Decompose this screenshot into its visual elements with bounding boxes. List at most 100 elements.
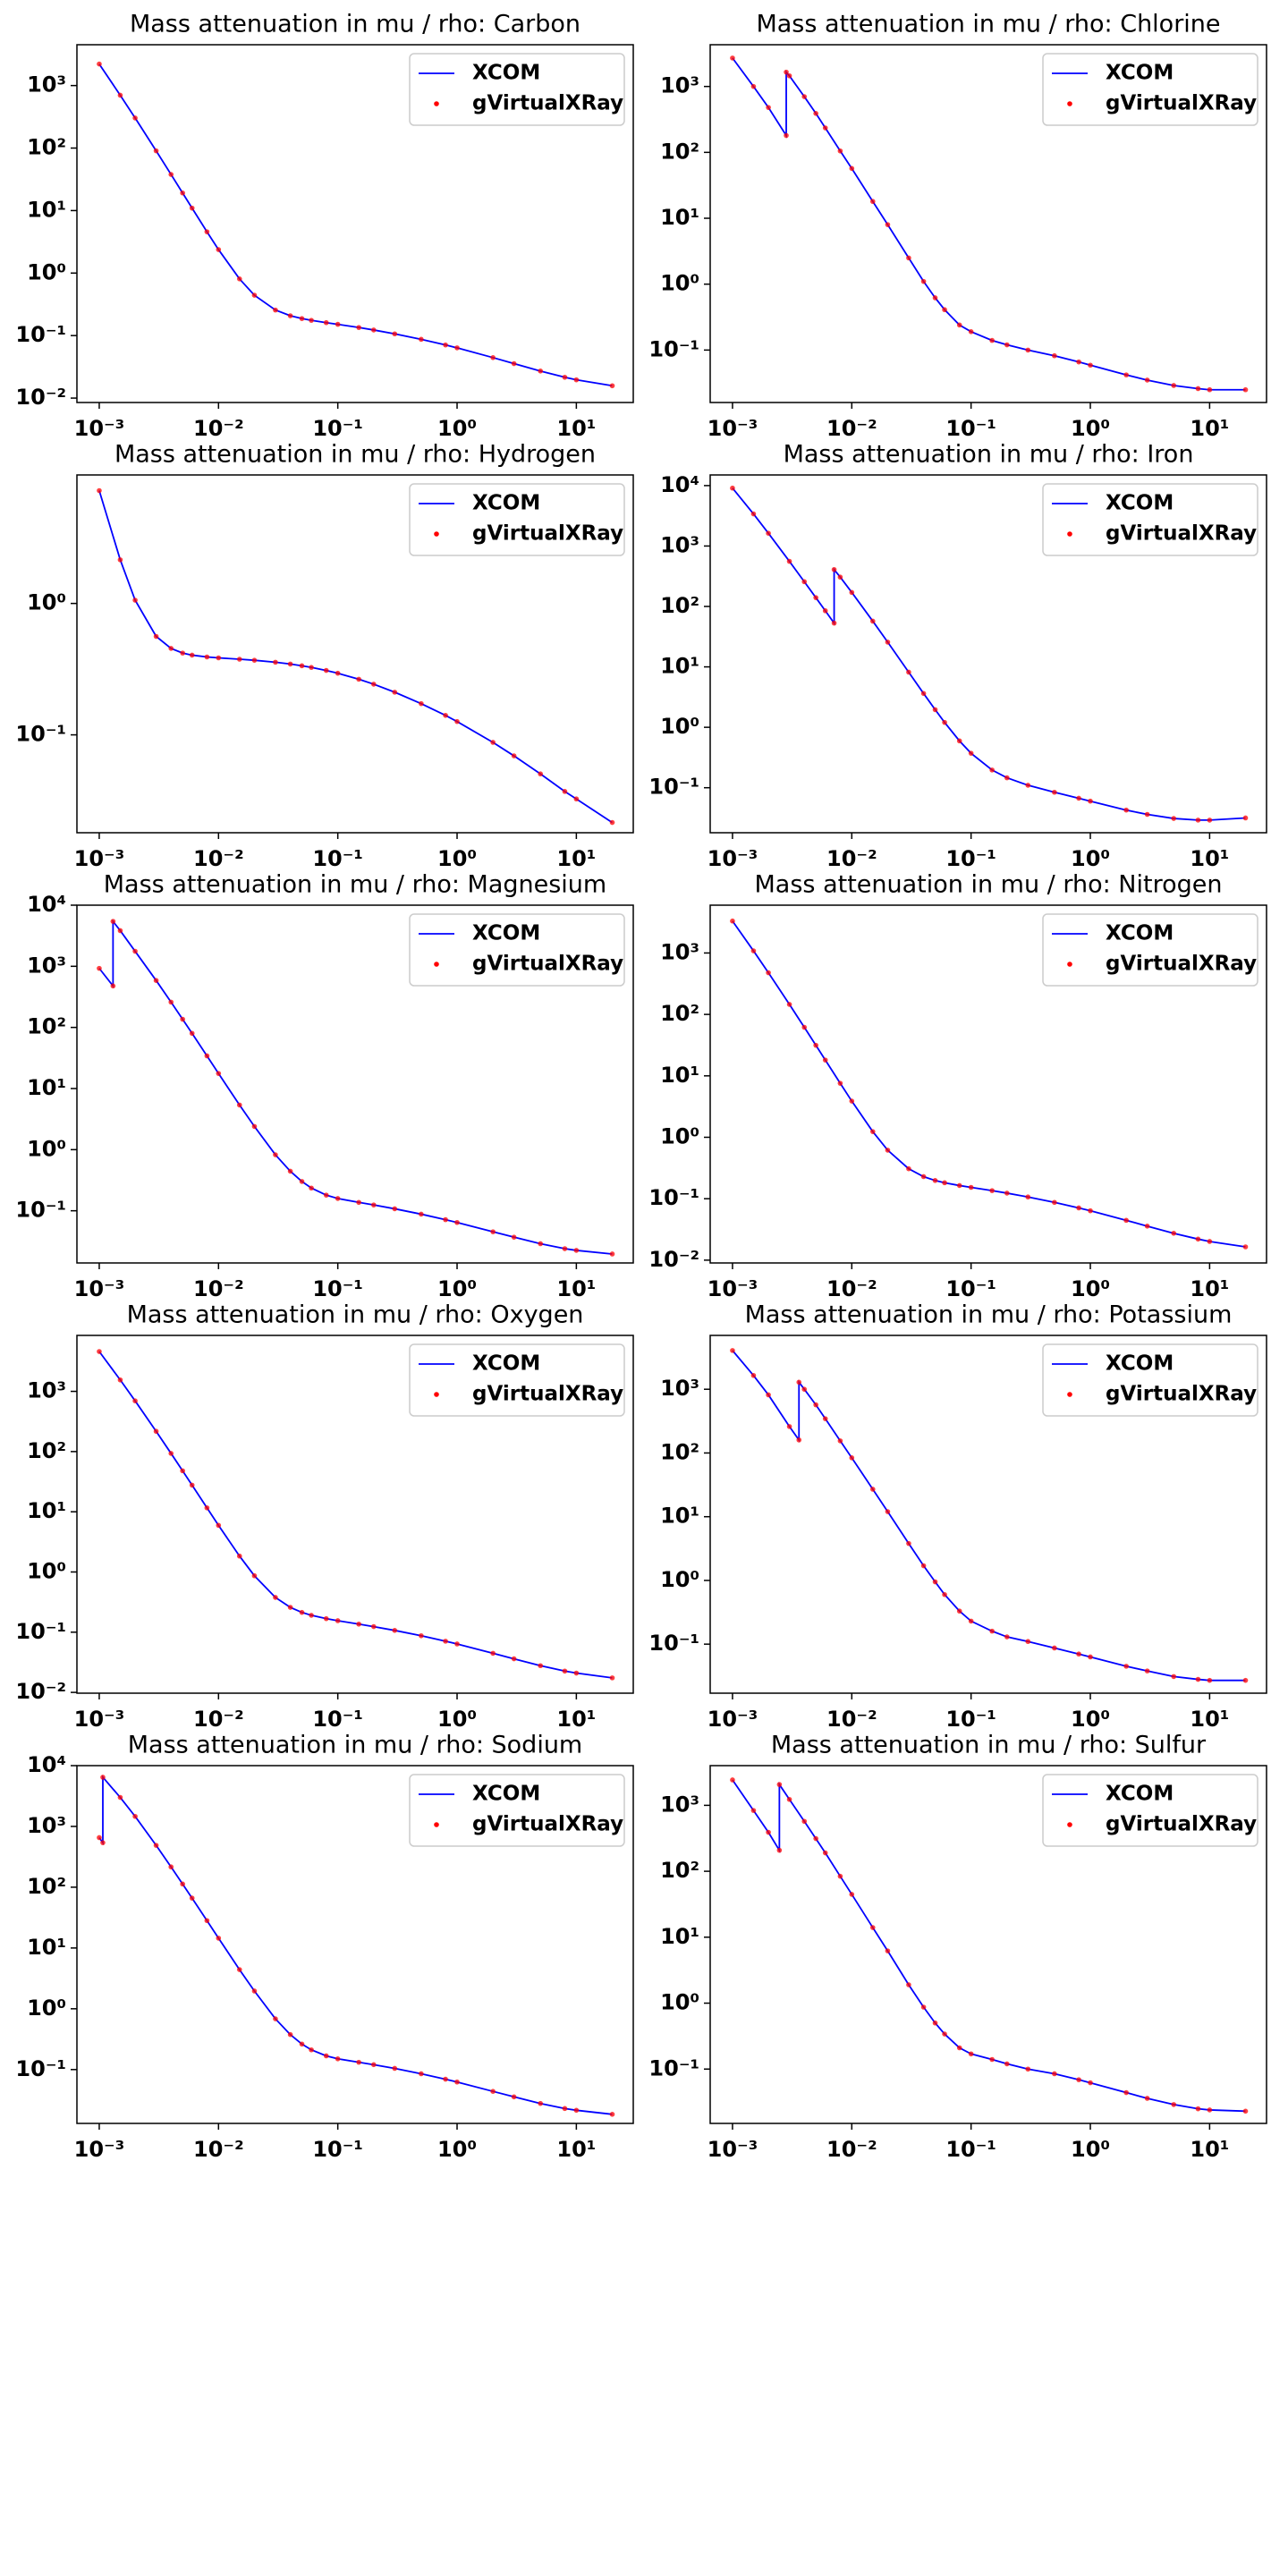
data-point xyxy=(1207,1239,1213,1244)
data-point xyxy=(1242,2108,1249,2114)
data-point xyxy=(813,110,818,116)
data-point xyxy=(932,1177,938,1183)
x-tick-label: 10⁰ xyxy=(1071,846,1110,871)
x-tick-label: 10¹ xyxy=(556,2137,596,2162)
y-tick-label: 10¹ xyxy=(27,1075,66,1100)
data-point xyxy=(189,1030,195,1037)
data-point xyxy=(1144,1668,1150,1674)
data-point xyxy=(796,1437,802,1443)
y-tick-label: 10⁰ xyxy=(27,1996,66,2021)
data-point xyxy=(335,1618,341,1623)
data-point xyxy=(1025,347,1031,353)
data-point xyxy=(443,1639,448,1644)
data-point xyxy=(1207,1677,1213,1683)
data-point xyxy=(189,205,195,211)
data-point xyxy=(287,1168,293,1174)
data-point xyxy=(511,1656,517,1662)
y-tick-label: 10⁻² xyxy=(15,1679,66,1704)
data-point xyxy=(216,1936,222,1941)
x-tick-label: 10⁰ xyxy=(437,2137,477,2162)
y-tick-label: 10³ xyxy=(660,1792,699,1817)
legend-label: XCOM xyxy=(1106,922,1174,945)
data-point xyxy=(100,1840,106,1845)
y-tick-label: 10³ xyxy=(660,1376,699,1401)
plot-area xyxy=(730,485,1249,823)
data-point xyxy=(511,2094,517,2100)
data-point xyxy=(1242,1677,1249,1683)
data-point xyxy=(538,1663,544,1669)
data-point xyxy=(273,1595,278,1600)
data-point xyxy=(822,1057,828,1063)
data-point xyxy=(766,105,771,110)
data-point xyxy=(168,172,174,177)
data-point xyxy=(117,1794,123,1801)
axes-frame xyxy=(709,1765,1267,2124)
x-tick-label: 10¹ xyxy=(556,416,596,441)
legend: XCOM gVirtualXRay xyxy=(409,1774,625,1847)
data-point xyxy=(216,247,222,252)
data-point xyxy=(538,1241,544,1247)
y-tick-label: 10⁻¹ xyxy=(648,2055,699,2080)
data-point xyxy=(822,125,828,131)
plot-area xyxy=(97,919,615,1257)
x-tick-label: 10⁻¹ xyxy=(312,1276,363,1301)
data-point xyxy=(117,92,123,98)
axes-frame xyxy=(76,474,634,834)
data-point xyxy=(110,983,116,989)
data-point xyxy=(837,574,843,580)
data-point xyxy=(906,1165,911,1172)
axes-frame xyxy=(709,1335,1267,1694)
subplot: Mass attenuation in mu / rho: Sodium 10⁻³… xyxy=(15,1732,634,2162)
data-point xyxy=(837,1438,843,1444)
data-point xyxy=(822,1416,828,1421)
data-point xyxy=(1171,1674,1177,1680)
data-point xyxy=(236,1967,242,1972)
data-point xyxy=(573,377,580,383)
y-tick-label: 10² xyxy=(660,1439,699,1464)
legend-marker xyxy=(1067,101,1072,106)
data-point xyxy=(100,1775,106,1780)
x-tick-label: 10¹ xyxy=(1190,1707,1229,1732)
data-point xyxy=(392,1628,398,1633)
legend-box xyxy=(409,913,625,987)
x-tick-label: 10¹ xyxy=(1190,846,1229,871)
data-point xyxy=(1052,1645,1057,1651)
data-point xyxy=(968,750,974,756)
data-point xyxy=(251,292,258,298)
data-point xyxy=(1004,1634,1010,1640)
data-point xyxy=(766,530,771,536)
data-point xyxy=(784,69,789,75)
plot-area xyxy=(97,61,615,389)
x-tick-label: 10¹ xyxy=(1190,1276,1229,1301)
data-point xyxy=(730,1777,735,1783)
data-point xyxy=(849,165,855,172)
data-point xyxy=(392,331,398,337)
legend-label: XCOM xyxy=(472,1352,540,1376)
data-point xyxy=(1123,807,1129,813)
data-point xyxy=(97,965,102,971)
y-tick-label: 10⁰ xyxy=(27,590,66,615)
data-point xyxy=(204,1053,210,1059)
x-tick-label: 10¹ xyxy=(1190,416,1229,441)
y-tick-label: 10³ xyxy=(27,1378,66,1403)
data-point xyxy=(236,276,242,282)
data-point xyxy=(885,1148,891,1153)
data-point xyxy=(153,148,159,154)
data-point xyxy=(97,61,102,67)
x-tick-label: 10⁻² xyxy=(193,2137,244,2162)
data-point xyxy=(730,55,735,61)
data-point xyxy=(110,919,116,924)
data-point xyxy=(251,657,258,663)
legend-box xyxy=(1042,1774,1258,1847)
x-tick-label: 10⁻² xyxy=(826,2137,877,2162)
y-tick-label: 10³ xyxy=(27,72,66,97)
plot-area xyxy=(730,918,1249,1250)
data-point xyxy=(885,1509,891,1514)
data-point xyxy=(287,661,293,667)
data-point xyxy=(1025,1639,1031,1645)
data-point xyxy=(168,646,174,651)
x-tick-label: 10⁻¹ xyxy=(945,846,996,871)
data-point xyxy=(956,1182,962,1189)
data-point xyxy=(920,2004,927,2010)
legend-box xyxy=(409,1774,625,1847)
